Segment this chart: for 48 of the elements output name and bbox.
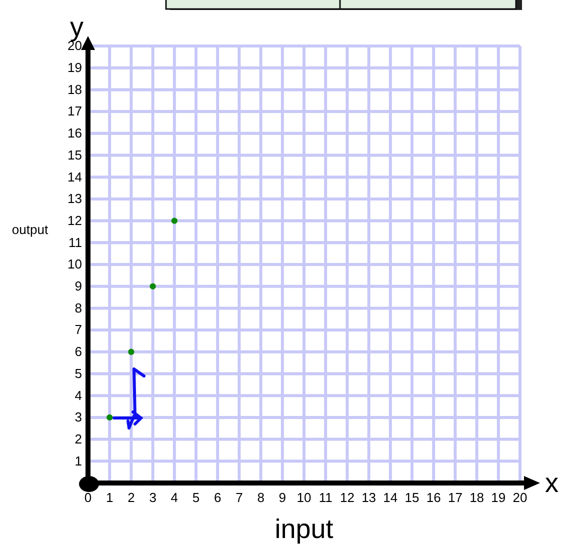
x-tick-label: 8 bbox=[257, 490, 264, 506]
y-tick-label: 9 bbox=[74, 278, 82, 294]
y-tick-label: 12 bbox=[68, 212, 82, 228]
x-tick-label: 14 bbox=[383, 490, 398, 506]
x-tick-label: 16 bbox=[426, 490, 441, 506]
y-tick-label: 4 bbox=[74, 388, 82, 403]
text: x bbox=[545, 468, 559, 498]
point bbox=[128, 348, 134, 355]
y-tick-label: 7 bbox=[74, 322, 82, 338]
x-tick-label: 5 bbox=[192, 490, 200, 506]
y-tick-label: 18 bbox=[68, 82, 82, 97]
y-axis-title: output bbox=[12, 222, 48, 237]
y-tick-label: 10 bbox=[68, 256, 82, 272]
x-tick-label: 12 bbox=[340, 490, 354, 506]
point bbox=[171, 218, 178, 224]
x-tick-label: 4 bbox=[170, 490, 178, 506]
y-tick-label: 13 bbox=[68, 191, 82, 206]
y-tick-label: 11 bbox=[68, 234, 82, 250]
y-tick-label: 6 bbox=[74, 344, 82, 360]
x-tick-label: 15 bbox=[404, 490, 420, 506]
x-tick-label: 3 bbox=[149, 490, 156, 506]
x-tick-label: 19 bbox=[491, 490, 506, 506]
x-tick-label: 7 bbox=[236, 490, 243, 506]
y-tick-label: 1 bbox=[74, 453, 82, 468]
x-tick-label: 18 bbox=[470, 490, 484, 506]
y-tick-label: 2 bbox=[74, 431, 82, 446]
x-tick-label: 17 bbox=[448, 490, 462, 506]
x-tick-label: 10 bbox=[296, 490, 312, 506]
x-tick-label: 11 bbox=[318, 490, 332, 506]
y-tick-label: 15 bbox=[68, 147, 82, 162]
y-tick-label: 17 bbox=[68, 104, 82, 119]
x-tick-label: 1 bbox=[106, 490, 114, 506]
y-tick-label: 14 bbox=[68, 169, 82, 184]
y-tick-label: 16 bbox=[68, 126, 82, 141]
x-axis-title: input bbox=[274, 514, 334, 544]
x-tick-label: 0 bbox=[84, 490, 92, 506]
x-tick-label: 13 bbox=[362, 490, 376, 506]
y-tick-label: 5 bbox=[74, 366, 82, 381]
x-tick-label: 20 bbox=[512, 490, 528, 506]
x-tick-label: 2 bbox=[128, 490, 135, 506]
y-tick-label: 8 bbox=[74, 300, 82, 316]
y-tick-label: 3 bbox=[74, 410, 82, 425]
y-tick-label: 19 bbox=[68, 60, 82, 76]
point bbox=[150, 283, 156, 290]
x-tick-label: 6 bbox=[214, 490, 222, 506]
point bbox=[106, 414, 113, 421]
x-tick-label: 9 bbox=[278, 490, 286, 506]
text: y bbox=[70, 12, 84, 42]
